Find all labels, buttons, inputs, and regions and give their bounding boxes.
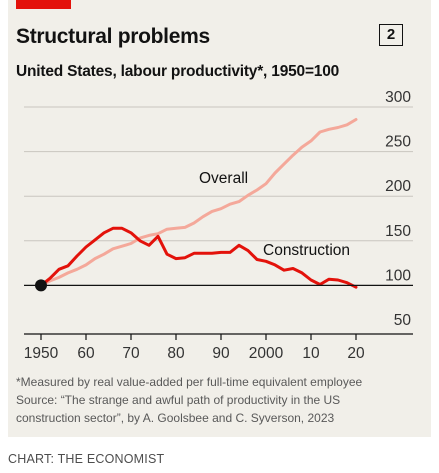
x-tick-label: 10 [302,345,320,362]
y-tick-label: 150 [385,223,411,240]
chart-card [8,0,431,437]
x-tick-label: 90 [212,345,230,362]
y-tick-label: 100 [385,267,411,284]
start-marker-dot [35,279,47,292]
overall-label: Overall [199,170,248,187]
chart-credit: CHART: THE ECONOMIST [8,452,165,466]
y-tick-label: 300 [385,89,411,106]
brand-red-tab [16,0,71,9]
series-lines [24,118,413,292]
source-line: construction sector”, by A. Goolsbee and… [16,411,335,425]
x-tick-label: 1950 [24,345,59,362]
y-tick-label: 200 [385,178,411,195]
footnote-line: *Measured by real value-added per full-t… [16,375,363,389]
source-line: Source: “The strange and awful path of p… [16,393,341,407]
chart-title: Structural problems [16,25,210,48]
construction-line [39,226,358,289]
x-tick-label: 80 [167,345,185,362]
y-tick-label: 50 [394,312,412,329]
chart-number-badge: 2 [379,24,403,46]
y-axis-tick-labels: 50 100 150 200 250 300 [385,89,411,329]
construction-label: Construction [263,242,350,259]
chart-subtitle: United States, labour productivity*, 195… [16,63,340,80]
line-chart: 50 100 150 200 250 300 1950 60 70 80 90 2000 10 20 O… [24,89,413,362]
x-tick-label: 60 [77,345,95,362]
gridlines [24,106,413,242]
y-tick-label: 250 [385,134,411,151]
footnote: *Measured by real value-added per full-t… [16,373,421,427]
x-tick-label: 20 [347,345,365,362]
series-labels: Overall Construction [199,170,350,259]
overall-line [39,118,358,287]
x-tick-label: 2000 [249,345,284,362]
x-axis: 1950 60 70 80 90 2000 10 20 [24,333,413,362]
x-tick-label: 70 [122,345,140,362]
